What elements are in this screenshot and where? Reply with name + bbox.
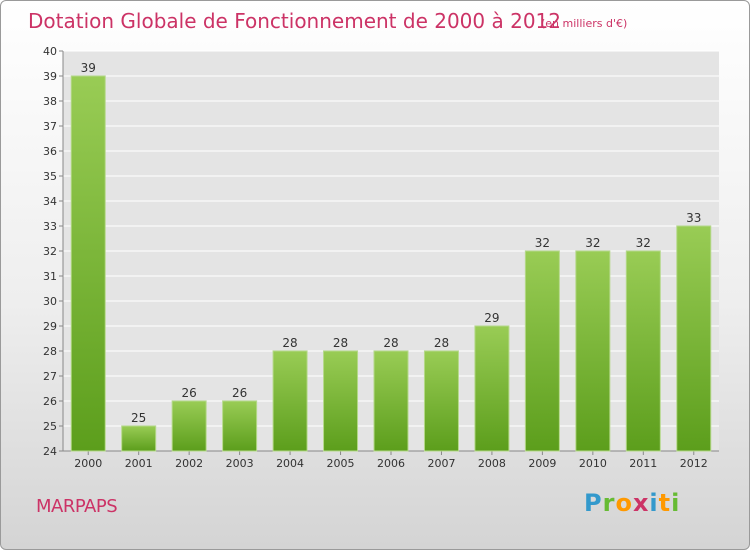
value-label-2011: 32 bbox=[636, 236, 651, 250]
bar-2007 bbox=[423, 350, 459, 452]
value-label-2008: 29 bbox=[484, 311, 499, 325]
bar-2001 bbox=[121, 425, 157, 452]
logo-letter: i bbox=[649, 489, 659, 517]
y-tick-label: 29 bbox=[43, 320, 57, 333]
value-label-2001: 25 bbox=[131, 411, 146, 425]
bar-2009 bbox=[524, 250, 560, 452]
value-label-2006: 28 bbox=[383, 336, 398, 350]
bar-2000 bbox=[70, 75, 106, 452]
x-tick-label-2004: 2004 bbox=[276, 457, 304, 470]
value-label-2007: 28 bbox=[434, 336, 449, 350]
bar-2012 bbox=[676, 225, 712, 452]
x-tick-label-2000: 2000 bbox=[74, 457, 102, 470]
value-label-2012: 33 bbox=[686, 211, 701, 225]
bar-2008 bbox=[474, 325, 510, 452]
x-tick-label-2009: 2009 bbox=[528, 457, 556, 470]
y-tick-label: 39 bbox=[43, 70, 57, 83]
value-label-2000: 39 bbox=[81, 61, 96, 75]
logo-letter: x bbox=[632, 489, 650, 517]
y-tick-label: 33 bbox=[43, 220, 57, 233]
y-tick-label: 28 bbox=[43, 345, 57, 358]
x-tick-label-2002: 2002 bbox=[175, 457, 203, 470]
y-tick-label: 36 bbox=[43, 145, 57, 158]
x-tick-label-2011: 2011 bbox=[629, 457, 657, 470]
x-tick-label-2012: 2012 bbox=[680, 457, 708, 470]
x-tick-label-2005: 2005 bbox=[327, 457, 355, 470]
y-tick-label: 35 bbox=[43, 170, 57, 183]
value-label-2002: 26 bbox=[182, 386, 197, 400]
value-label-2005: 28 bbox=[333, 336, 348, 350]
y-tick-label: 30 bbox=[43, 295, 57, 308]
y-tick-label: 40 bbox=[43, 45, 57, 58]
x-tick-label-2001: 2001 bbox=[125, 457, 153, 470]
bar-2003 bbox=[222, 400, 258, 452]
y-tick-label: 26 bbox=[43, 395, 57, 408]
y-tick-label: 31 bbox=[43, 270, 57, 283]
y-tick-label: 24 bbox=[43, 445, 57, 458]
proxiti-logo[interactable]: Proxiti bbox=[584, 489, 680, 517]
bar-2011 bbox=[625, 250, 661, 452]
x-tick-label-2006: 2006 bbox=[377, 457, 405, 470]
value-label-2010: 32 bbox=[585, 236, 600, 250]
y-tick-label: 38 bbox=[43, 95, 57, 108]
bar-2002 bbox=[171, 400, 207, 452]
x-tick-label-2003: 2003 bbox=[226, 457, 254, 470]
logo-letter: r bbox=[602, 489, 616, 517]
x-tick-label-2010: 2010 bbox=[579, 457, 607, 470]
value-label-2009: 32 bbox=[535, 236, 550, 250]
commune-name: MARPAPS bbox=[36, 496, 118, 517]
unit-note: (en milliers d'€) bbox=[541, 17, 628, 30]
y-tick-label: 27 bbox=[43, 370, 57, 383]
bar-2010 bbox=[575, 250, 611, 452]
bar-2004 bbox=[272, 350, 308, 452]
bar-2005 bbox=[323, 350, 359, 452]
x-tick-label-2008: 2008 bbox=[478, 457, 506, 470]
y-tick-label: 37 bbox=[43, 120, 57, 133]
x-tick-label-2007: 2007 bbox=[427, 457, 455, 470]
logo-letter: i bbox=[671, 489, 681, 517]
chart-title: Dotation Globale de Fonctionnement de 20… bbox=[28, 9, 561, 33]
logo-letter: o bbox=[615, 489, 633, 517]
y-tick-label: 32 bbox=[43, 245, 57, 258]
value-label-2003: 26 bbox=[232, 386, 247, 400]
bar-2006 bbox=[373, 350, 409, 452]
logo-letter: t bbox=[658, 489, 672, 517]
value-label-2004: 28 bbox=[282, 336, 297, 350]
logo-letter: P bbox=[584, 489, 603, 517]
y-tick-label: 25 bbox=[43, 420, 57, 433]
y-tick-label: 34 bbox=[43, 195, 57, 208]
